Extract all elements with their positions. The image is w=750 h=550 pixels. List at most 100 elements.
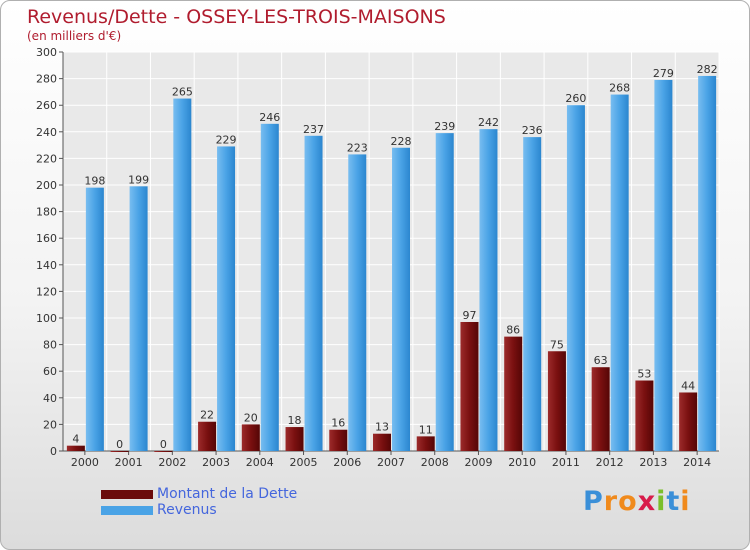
bar-revenus: [523, 137, 542, 451]
data-label-revenus: 198: [84, 175, 105, 188]
bar-dette: [679, 392, 698, 451]
y-tick-label: 80: [43, 339, 57, 352]
y-tick-label: 280: [36, 73, 57, 86]
legend-swatch-dette: [101, 490, 153, 499]
bar-revenus: [173, 98, 192, 452]
bar-revenus: [217, 146, 236, 451]
x-tick-label: 2012: [596, 456, 624, 469]
data-label-revenus: 239: [434, 120, 455, 133]
legend-item-revenus: Revenus: [101, 502, 361, 519]
legend: Montant de la Dette Revenus: [101, 486, 361, 519]
data-label-revenus: 260: [565, 92, 586, 105]
y-tick-label: 0: [50, 445, 57, 458]
data-label-revenus: 236: [522, 124, 543, 137]
bar-revenus: [479, 129, 498, 451]
x-tick-label: 2007: [377, 456, 405, 469]
bar-revenus: [654, 79, 673, 452]
x-tick-label: 2008: [421, 456, 449, 469]
bar-dette: [241, 424, 260, 451]
legend-item-dette: Montant de la Dette: [101, 486, 361, 503]
x-tick-label: 2003: [202, 456, 230, 469]
y-tick-label: 140: [36, 259, 57, 272]
logo-letter: i: [656, 486, 667, 517]
bar-dette: [285, 427, 304, 451]
x-tick-label: 2014: [683, 456, 711, 469]
bar-revenus: [698, 75, 717, 451]
y-tick-label: 200: [36, 179, 57, 192]
x-tick-label: 2011: [552, 456, 580, 469]
y-tick-label: 120: [36, 285, 57, 298]
data-label-dette: 16: [331, 417, 345, 430]
chart-title: Revenus/Dette - OSSEY-LES-TROIS-MAISONS: [27, 6, 446, 28]
bar-revenus: [129, 186, 148, 451]
logo-letter: r: [603, 486, 619, 517]
data-label-dette: 53: [637, 368, 651, 381]
x-tick-label: 2000: [71, 456, 99, 469]
y-tick-label: 260: [36, 99, 57, 112]
y-tick-label: 160: [36, 232, 57, 245]
data-label-revenus: 265: [172, 86, 193, 99]
data-label-dette: 13: [375, 421, 389, 434]
bar-dette: [635, 380, 654, 451]
labels: 0204060801001201401601802002202402602803…: [36, 46, 718, 469]
bar-revenus: [392, 147, 410, 451]
bar-dette: [329, 429, 348, 451]
chart-subtitle: (en milliers d'€): [27, 29, 122, 43]
legend-label-revenus: Revenus: [157, 502, 217, 518]
legend-label-dette: Montant de la Dette: [157, 486, 298, 502]
y-tick-label: 220: [36, 152, 57, 165]
y-tick-label: 60: [43, 365, 57, 378]
bar-dette: [373, 433, 391, 451]
data-label-dette: 44: [681, 379, 695, 392]
x-tick-label: 2001: [115, 456, 143, 469]
data-label-revenus: 246: [259, 111, 280, 124]
data-label-dette: 11: [419, 423, 433, 436]
data-label-revenus: 279: [653, 67, 674, 80]
bar-dette: [198, 421, 217, 451]
bar-revenus: [260, 123, 279, 451]
y-tick-label: 300: [36, 46, 57, 59]
logo-letter: o: [618, 486, 638, 517]
data-label-dette: 18: [288, 414, 302, 427]
data-label-revenus: 237: [303, 123, 324, 136]
data-label-dette: 4: [72, 433, 79, 446]
x-tick-label: 2009: [464, 456, 492, 469]
data-label-dette: 75: [550, 338, 564, 351]
bar-dette: [110, 451, 129, 452]
bar-dette: [547, 351, 566, 451]
data-label-revenus: 228: [391, 135, 412, 148]
x-tick-label: 2005: [290, 456, 318, 469]
logo-letter: i: [680, 486, 691, 517]
data-label-dette: 86: [506, 324, 520, 337]
bar-dette: [591, 367, 610, 451]
bar-revenus: [85, 187, 104, 451]
data-label-revenus: 282: [697, 63, 718, 76]
bar-dette: [504, 336, 523, 451]
bar-revenus: [348, 154, 367, 451]
bar-revenus: [610, 94, 629, 451]
x-tick-label: 2004: [246, 456, 274, 469]
x-tick-label: 2002: [158, 456, 186, 469]
y-tick-label: 40: [43, 392, 57, 405]
data-label-revenus: 242: [478, 116, 499, 129]
y-tick-label: 20: [43, 418, 57, 431]
y-tick-label: 100: [36, 312, 57, 325]
x-tick-label: 2010: [508, 456, 536, 469]
logo-letter: x: [637, 486, 657, 517]
data-label-dette: 22: [200, 409, 214, 422]
legend-swatch-revenus: [101, 506, 153, 515]
logo-letter: P: [583, 486, 604, 517]
data-label-revenus: 199: [128, 173, 149, 186]
data-label-dette: 0: [160, 438, 167, 451]
data-label-revenus: 223: [347, 141, 368, 154]
x-tick-label: 2006: [333, 456, 361, 469]
bar-dette: [66, 445, 85, 451]
x-tick-label: 2013: [639, 456, 667, 469]
data-label-dette: 0: [116, 438, 123, 451]
proxiti-logo: Proxiti: [583, 486, 691, 517]
data-label-dette: 20: [244, 411, 258, 424]
bar-dette: [154, 451, 173, 452]
bar-revenus: [304, 135, 323, 452]
